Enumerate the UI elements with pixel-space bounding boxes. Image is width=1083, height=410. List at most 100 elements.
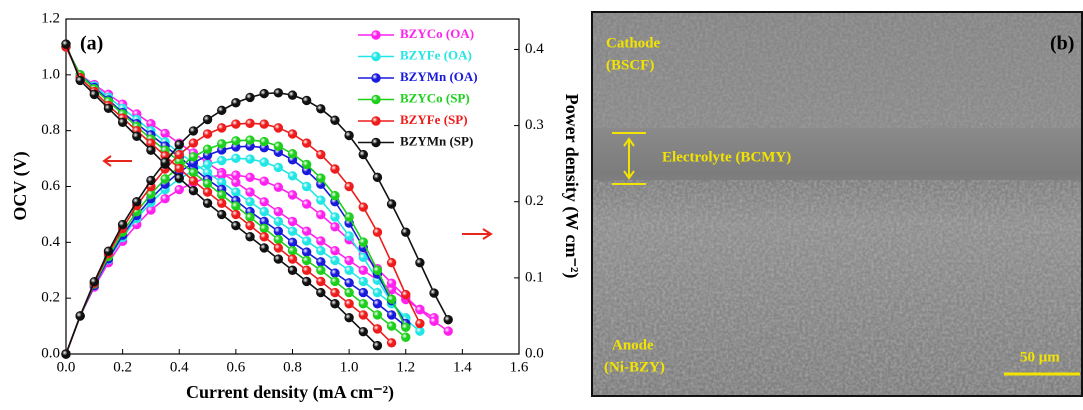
power-point — [317, 105, 326, 114]
power-point — [246, 136, 255, 145]
ocv-point — [118, 118, 127, 127]
power-point — [317, 174, 326, 183]
ocv-point — [359, 299, 368, 308]
ocv-point — [317, 288, 326, 297]
panel-label: (a) — [80, 33, 103, 55]
ocv-point — [302, 237, 311, 246]
power-point — [175, 150, 184, 159]
legend-marker — [372, 117, 381, 126]
power-point — [302, 96, 311, 105]
power-point — [373, 266, 382, 275]
power-point — [76, 312, 85, 321]
ocv-point — [288, 238, 297, 247]
power-point — [232, 98, 241, 107]
ocv-point — [359, 327, 368, 336]
ocv-point — [203, 199, 212, 208]
ocv-point — [246, 221, 255, 230]
power-point — [331, 191, 340, 200]
ocv-point — [62, 40, 71, 49]
power-point — [274, 124, 283, 133]
ocv-point — [274, 217, 283, 226]
power-point — [161, 175, 170, 184]
power-point — [387, 295, 396, 304]
ocv-point — [317, 258, 326, 267]
x-tick-label: 0.4 — [170, 359, 189, 375]
legend-marker — [372, 52, 381, 61]
power-point — [288, 149, 297, 158]
power-point — [260, 158, 269, 167]
ocv-point — [260, 232, 269, 241]
power-point — [104, 247, 113, 256]
power-point — [430, 289, 439, 298]
ocv-point — [345, 256, 354, 265]
ocv-point — [288, 217, 297, 226]
x-tick-label: 1.4 — [453, 359, 472, 375]
ocv-point — [401, 333, 410, 342]
cathode-label: Cathode — [606, 35, 661, 51]
power-point — [387, 279, 396, 288]
power-point — [444, 315, 453, 324]
anode-texture — [593, 180, 1081, 395]
electrolyte-label: Electrolyte (BCMY) — [662, 149, 791, 165]
ocv-point — [345, 299, 354, 308]
ocv-point — [232, 188, 241, 197]
power-point — [62, 350, 71, 359]
ocv-point — [246, 188, 255, 197]
y2-tick-label: 0.3 — [525, 117, 544, 133]
anode-material: (Ni-BZY) — [604, 359, 665, 375]
power-point — [331, 213, 340, 222]
panel-label: (b) — [1050, 33, 1074, 55]
power-point — [246, 93, 255, 102]
ocv-point — [260, 198, 269, 207]
ocv-point — [203, 188, 212, 197]
ocv-point — [288, 246, 297, 255]
power-point — [302, 182, 311, 191]
ocv-point — [232, 202, 241, 211]
power-point — [331, 223, 340, 232]
ocv-point — [90, 90, 99, 99]
x-tick-label: 0.2 — [113, 359, 132, 375]
cathode-material: (BSCF) — [606, 57, 654, 73]
power-point — [288, 91, 297, 100]
x-tick-label: 0.6 — [227, 359, 246, 375]
ocv-point — [246, 232, 255, 241]
legend-label: BZYMn (OA) — [400, 69, 478, 84]
scale-label: 50 μm — [1020, 349, 1060, 365]
x-axis-label: Current density (mA cm⁻²) — [186, 382, 394, 403]
legend-marker — [372, 138, 381, 147]
ocv-point — [246, 198, 255, 207]
ocv-point — [175, 174, 184, 183]
power-point — [317, 210, 326, 219]
power-point — [161, 194, 170, 203]
power-point — [118, 220, 127, 229]
power-point — [359, 238, 368, 247]
power-point — [359, 203, 368, 212]
power-point — [203, 160, 212, 169]
y-tick-label: 1.2 — [41, 10, 60, 26]
y2-axis-label: Power density (W cm⁻²) — [561, 94, 582, 279]
power-point — [161, 158, 170, 167]
legend-label: BZYFe (OA) — [400, 47, 472, 62]
power-point — [302, 160, 311, 169]
ocv-point — [161, 129, 170, 138]
ocv-point — [373, 311, 382, 320]
ocv-point — [387, 339, 396, 348]
power-point — [345, 213, 354, 222]
ocv-point — [189, 186, 198, 195]
power-point — [373, 173, 382, 182]
ocv-point — [331, 246, 340, 255]
ocv-point — [246, 213, 255, 222]
ocv-point — [274, 207, 283, 216]
power-point — [203, 130, 212, 139]
power-point — [331, 116, 340, 125]
power-point — [260, 177, 269, 186]
sem-image: Cathode (BSCF) Electrolyte (BCMY) Anode … — [592, 12, 1082, 396]
ocv-point — [317, 266, 326, 275]
power-point — [232, 120, 241, 129]
ocv-point — [373, 341, 382, 350]
legend-label: BZYCo (SP) — [400, 90, 470, 105]
power-point — [373, 228, 382, 237]
x-tick-label: 1.6 — [510, 359, 529, 375]
legend-marker — [372, 74, 381, 83]
ocv-point — [288, 266, 297, 275]
